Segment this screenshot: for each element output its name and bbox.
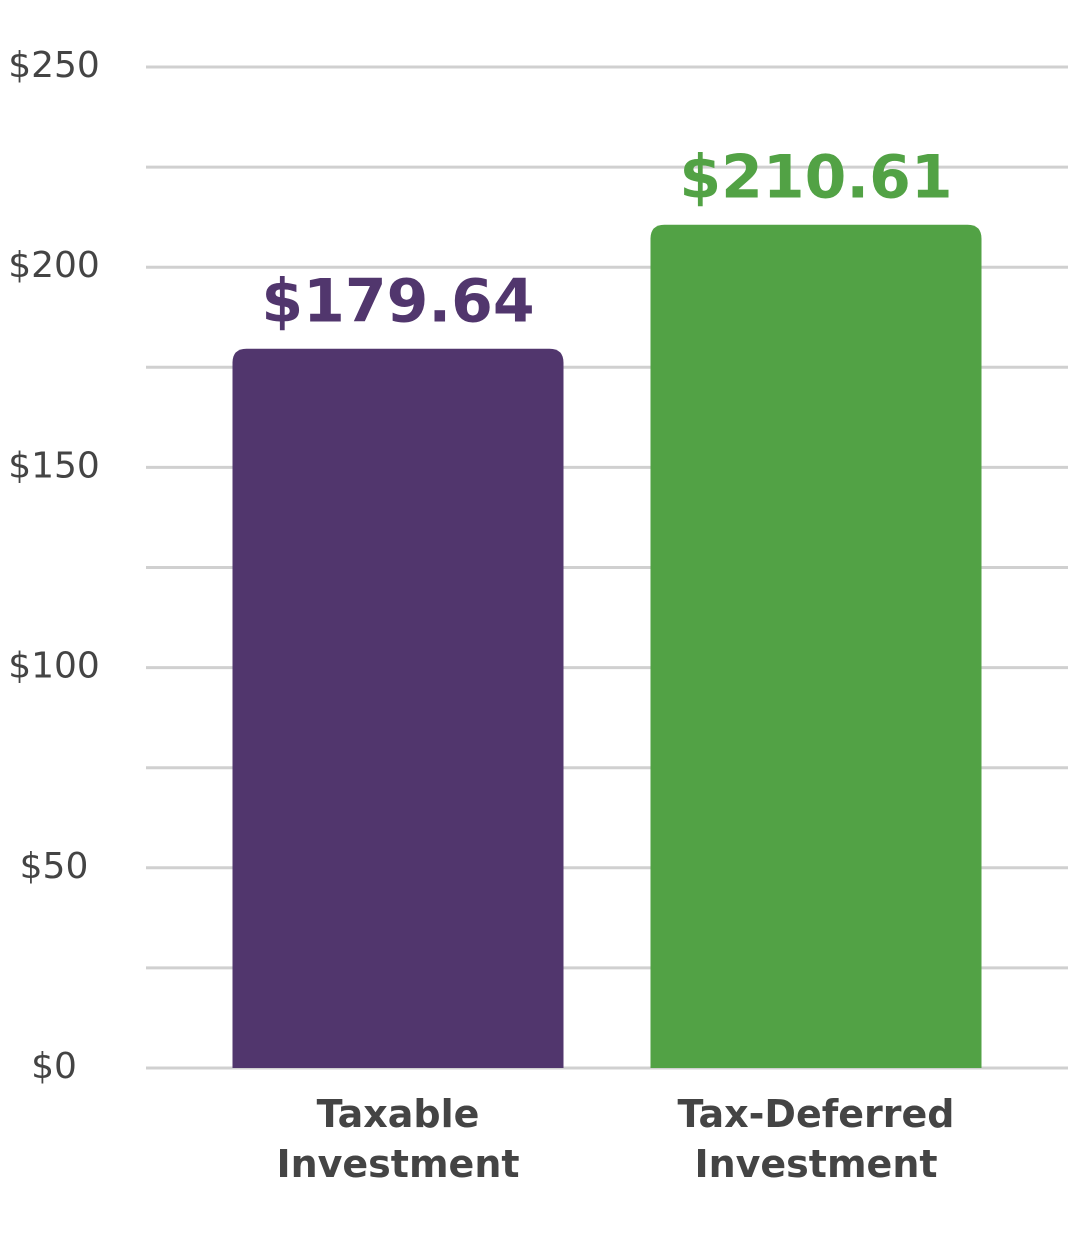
value-label: $210.61 xyxy=(679,142,952,212)
y-tick-label: $0 xyxy=(31,1046,77,1087)
y-tick-label: $200 xyxy=(8,245,100,286)
bar xyxy=(650,224,982,1069)
x-tick-label: Tax-Deferred Investment xyxy=(677,1092,954,1186)
y-tick-label: $250 xyxy=(8,45,100,86)
x-tick-label: Taxable Investment xyxy=(276,1092,519,1186)
bar xyxy=(232,348,564,1068)
y-tick-label: $50 xyxy=(20,846,89,887)
value-label: $179.64 xyxy=(261,266,534,336)
y-tick-label: $150 xyxy=(8,445,100,486)
y-tick-label: $100 xyxy=(8,646,100,687)
